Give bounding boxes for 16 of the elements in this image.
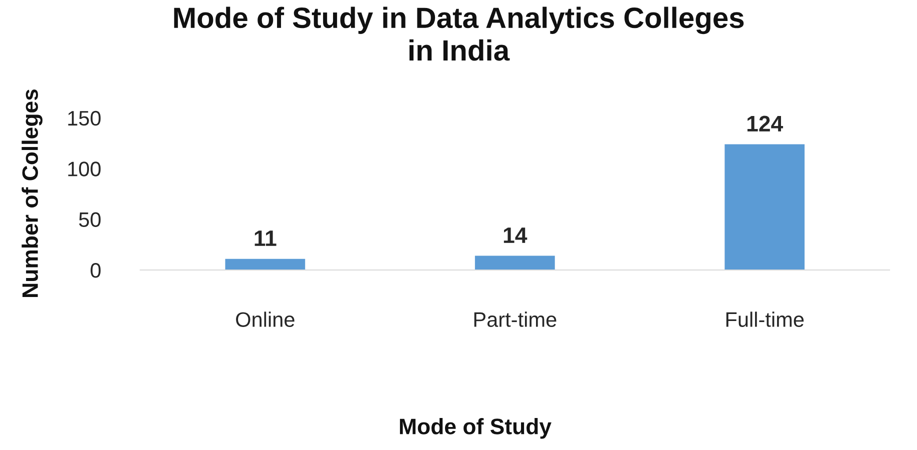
data-label: 11 — [254, 230, 276, 246]
y-tick-label: 50 — [79, 212, 101, 228]
x-tick-label: Full-time — [726, 312, 804, 327]
x-tick-label: Part-time — [474, 312, 556, 327]
data-label: 14 — [504, 228, 528, 243]
x-axis-title: Mode of Study — [400, 418, 552, 439]
bar — [474, 256, 555, 270]
y-axis-title: Number of Colleges — [22, 89, 42, 297]
x-tick-label: Online — [236, 312, 294, 327]
y-tick-label: 0 — [90, 263, 101, 278]
chart-title: Mode of Study in Data Analytics Colleges in India — [174, 6, 744, 61]
data-label: 124 — [747, 116, 784, 132]
y-tick-label: 150 — [68, 110, 101, 126]
bar — [225, 258, 306, 270]
y-tick-label: 100 — [68, 162, 101, 176]
bar — [724, 144, 805, 270]
